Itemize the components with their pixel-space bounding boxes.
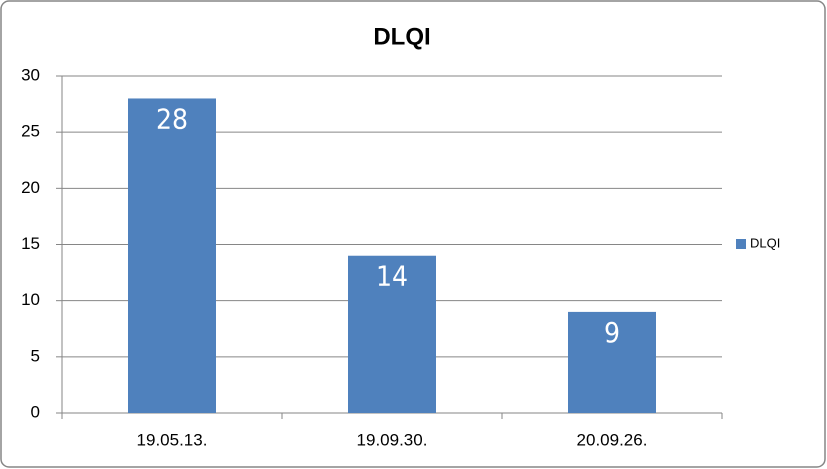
y-tick-label: 5 — [31, 346, 40, 365]
bar — [348, 255, 436, 413]
x-tick-label: 20.09.26. — [577, 430, 648, 449]
bar — [568, 311, 656, 413]
y-tick-label: 25 — [21, 122, 40, 141]
y-tick-label: 15 — [21, 234, 40, 253]
bar — [128, 98, 216, 413]
y-tick-label: 30 — [21, 65, 40, 84]
x-tick-label: 19.09.30. — [357, 430, 428, 449]
data-label: 14 — [376, 260, 408, 293]
x-tick-label: 19.05.13. — [137, 430, 208, 449]
legend-label: DLQI — [750, 235, 780, 250]
y-tick-label: 0 — [31, 402, 40, 421]
y-tick-label: 10 — [21, 290, 40, 309]
y-tick-label: 20 — [21, 178, 40, 197]
data-label: 9 — [604, 316, 620, 349]
legend-swatch — [736, 239, 746, 249]
data-label: 28 — [156, 102, 188, 135]
chart-title: DLQI — [373, 23, 430, 50]
